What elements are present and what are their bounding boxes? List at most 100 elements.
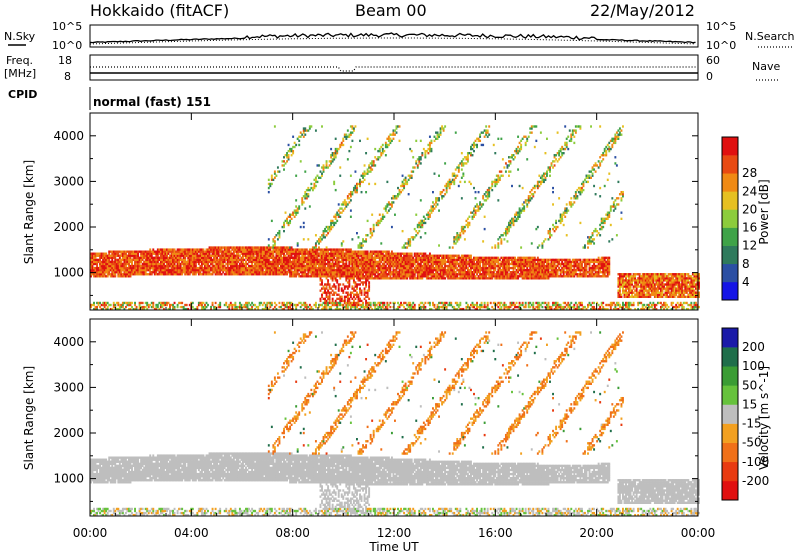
power-cell	[409, 254, 412, 257]
power-cell	[428, 209, 431, 212]
power-cell	[334, 271, 337, 274]
power-cell	[365, 190, 368, 194]
power-cell	[283, 223, 285, 227]
power-cell	[258, 301, 261, 305]
power-cell	[167, 252, 170, 255]
power-cell	[135, 260, 138, 264]
nave-tick-bottom: 0	[706, 70, 713, 83]
power-cell	[421, 275, 424, 278]
power-cell	[144, 250, 147, 253]
power-cell	[219, 268, 222, 272]
power-cell	[409, 264, 412, 268]
power-cell	[321, 275, 323, 278]
power-cell	[318, 240, 320, 243]
power-cell	[479, 260, 482, 264]
power-cell	[466, 262, 469, 266]
power-cell	[351, 264, 354, 268]
power-cell	[328, 285, 331, 288]
power-cell	[301, 201, 304, 204]
power-cell	[494, 256, 497, 259]
power-cell	[456, 238, 459, 241]
power-cell	[197, 258, 200, 262]
power-cell	[324, 256, 326, 259]
power-cell	[149, 268, 152, 272]
power-cell	[111, 262, 114, 266]
power-cell	[243, 262, 246, 266]
power-cell	[459, 162, 462, 165]
power-cell	[286, 151, 288, 155]
power-cell	[331, 160, 334, 163]
power-cell	[196, 305, 199, 309]
power-cell	[124, 264, 127, 268]
power-cell	[325, 287, 328, 290]
power-cell	[214, 254, 217, 257]
power-cell	[245, 303, 247, 307]
power-cell	[301, 252, 304, 255]
power-cell	[255, 264, 258, 268]
power-cell	[392, 129, 395, 132]
power-cell	[292, 275, 295, 278]
power-cell	[115, 266, 118, 270]
power-cell	[118, 262, 121, 266]
power-cell	[459, 260, 462, 264]
power-cell	[254, 248, 257, 251]
power-cell	[179, 266, 182, 270]
power-cell	[322, 248, 325, 251]
power-cell	[237, 260, 240, 264]
power-cell	[480, 305, 483, 309]
power-cell	[261, 264, 264, 268]
power-cell	[425, 273, 428, 276]
power-cell	[269, 184, 272, 188]
power-cell	[345, 271, 348, 274]
power-cell	[340, 252, 343, 255]
power-cell	[489, 271, 492, 274]
power-cell	[301, 248, 304, 251]
power-cell	[371, 262, 374, 266]
power-cell	[346, 266, 349, 270]
power-cell	[231, 264, 234, 268]
power-cell	[150, 252, 153, 255]
power-cell	[251, 246, 254, 249]
power-cell	[316, 266, 319, 270]
power-cell	[352, 266, 355, 270]
power-cell	[403, 273, 406, 276]
power-cell	[380, 264, 383, 268]
power-cell	[275, 256, 278, 259]
power-cell	[371, 277, 374, 280]
power-cell	[267, 264, 270, 268]
power-cell	[383, 271, 386, 274]
power-cell	[356, 303, 358, 307]
power-cell	[255, 305, 258, 309]
power-cell	[199, 248, 202, 251]
power-cell	[276, 248, 279, 251]
power-cell	[102, 264, 105, 268]
power-cell	[114, 250, 117, 253]
power-cell	[354, 289, 357, 292]
power-cell	[333, 250, 336, 253]
power-cell	[164, 260, 167, 264]
power-cell	[419, 264, 422, 268]
power-cell	[135, 256, 138, 259]
power-cell	[448, 273, 451, 276]
power-cell	[100, 303, 103, 307]
power-cell	[278, 246, 281, 249]
power-cell	[214, 256, 217, 259]
power-cell	[362, 262, 364, 266]
power-cell	[302, 129, 305, 132]
power-cell	[386, 260, 389, 264]
power-cell	[476, 258, 478, 262]
power-cell	[152, 303, 155, 307]
power-cell	[111, 271, 114, 274]
power-cell	[111, 264, 114, 268]
power-cell	[310, 256, 313, 259]
power-cell	[128, 303, 130, 307]
power-cell	[328, 307, 331, 311]
power-cell	[161, 303, 164, 307]
power-cell	[386, 205, 389, 208]
power-cell	[272, 178, 275, 182]
power-cell	[213, 252, 216, 255]
power-cell	[368, 252, 371, 255]
power-cell	[412, 273, 415, 276]
power-cell	[266, 260, 269, 264]
power-cell	[410, 275, 413, 278]
